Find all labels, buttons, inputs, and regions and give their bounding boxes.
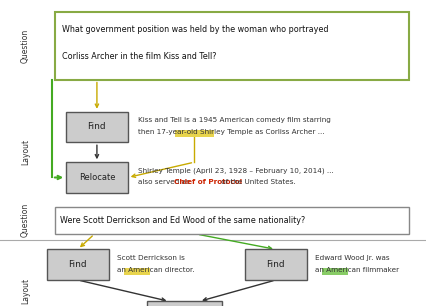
Text: an American filmmaker: an American filmmaker: [315, 267, 399, 273]
FancyBboxPatch shape: [180, 216, 213, 226]
Text: Relocate: Relocate: [79, 173, 115, 182]
FancyBboxPatch shape: [245, 249, 307, 280]
Text: an American director.: an American director.: [117, 267, 195, 273]
FancyBboxPatch shape: [47, 249, 109, 280]
Text: Layout: Layout: [21, 139, 30, 165]
Text: Corliss Archer in the film Kiss and Tell?: Corliss Archer in the film Kiss and Tell…: [62, 52, 216, 61]
FancyBboxPatch shape: [58, 18, 315, 41]
Text: Question: Question: [21, 203, 30, 237]
Text: Question: Question: [21, 29, 30, 63]
FancyBboxPatch shape: [135, 216, 160, 226]
Text: Find: Find: [267, 260, 285, 269]
Text: Find: Find: [88, 122, 106, 132]
FancyBboxPatch shape: [55, 12, 409, 80]
FancyBboxPatch shape: [72, 216, 117, 226]
FancyBboxPatch shape: [124, 268, 150, 275]
Text: Scott Derrickson is: Scott Derrickson is: [117, 255, 185, 261]
Text: Shirley Temple (April 23, 1928 – February 10, 2014) ...: Shirley Temple (April 23, 1928 – Februar…: [138, 167, 334, 174]
FancyBboxPatch shape: [322, 268, 348, 275]
Text: Layout: Layout: [21, 278, 30, 304]
Text: Chief of Protocol: Chief of Protocol: [174, 179, 242, 185]
FancyBboxPatch shape: [66, 162, 128, 193]
Text: also served as: also served as: [138, 179, 193, 185]
FancyBboxPatch shape: [175, 130, 214, 137]
Text: Edward Wood Jr. was: Edward Wood Jr. was: [315, 255, 390, 261]
FancyBboxPatch shape: [147, 301, 222, 306]
Text: Find: Find: [69, 260, 87, 269]
FancyBboxPatch shape: [66, 112, 128, 142]
FancyBboxPatch shape: [58, 44, 245, 67]
Text: then 17-year-old Shirley Temple as Corliss Archer ...: then 17-year-old Shirley Temple as Corli…: [138, 129, 325, 135]
Text: of the United States.: of the United States.: [219, 179, 296, 185]
Text: Kiss and Tell is a 1945 American comedy film starring: Kiss and Tell is a 1945 American comedy …: [138, 117, 331, 123]
Text: Were Scott Derrickson and Ed Wood of the same nationality?: Were Scott Derrickson and Ed Wood of the…: [60, 216, 306, 225]
FancyBboxPatch shape: [55, 207, 409, 234]
Text: What government position was held by the woman who portrayed: What government position was held by the…: [62, 25, 328, 34]
